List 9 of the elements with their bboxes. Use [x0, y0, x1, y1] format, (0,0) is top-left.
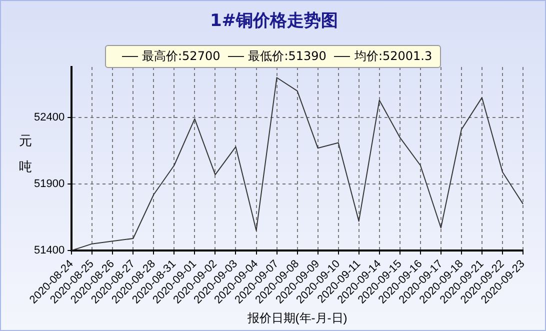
y-axis-title: 元吨 — [19, 133, 33, 177]
chart-title: 1#铜价格走势图 — [208, 10, 340, 32]
x-axis-title: 报价日期(年-月-日) — [246, 311, 348, 326]
y-tick-label: 51900 — [34, 178, 65, 190]
y-tick-label: 52400 — [34, 112, 65, 124]
text: 最高价:52700 — [142, 49, 220, 63]
y-tick-label: 51400 — [34, 244, 65, 257]
text: 均价:52001.3 — [354, 49, 432, 63]
text: 最低价:51390 — [248, 49, 326, 63]
